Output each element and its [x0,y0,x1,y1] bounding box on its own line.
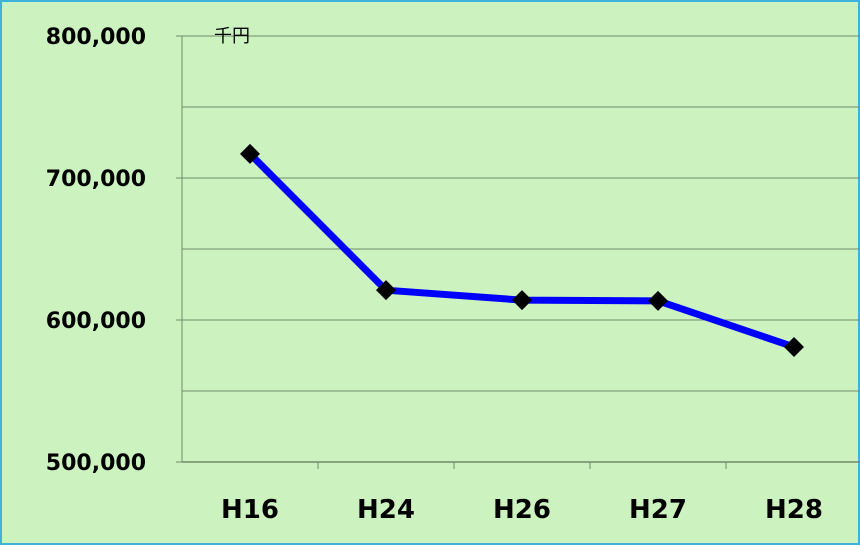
unit-label: 千円 [214,26,250,47]
y-tick-label: 500,000 [46,451,146,476]
series-line [246,150,798,351]
data-point-marker [512,290,532,311]
data-point-marker [648,290,668,311]
data-point-marker [240,143,260,164]
x-tick-label: H26 [493,495,551,525]
y-tick-label: 700,000 [46,167,146,192]
data-point-marker [784,336,804,357]
axis-layer [176,35,727,469]
series-layer [240,143,804,357]
data-point-marker [376,280,396,301]
grid-layer [182,35,860,463]
y-tick-label: 800,000 [46,25,146,50]
x-tick-label: H28 [765,495,823,525]
y-tick-label: 600,000 [46,309,146,334]
x-tick-label: H27 [629,495,687,525]
label-layer: 500,000 600,000 700,000 800,000 H16 H24 H26 H27… [46,25,823,525]
x-tick-label: H16 [221,495,279,525]
x-tick-label: H24 [357,495,415,525]
